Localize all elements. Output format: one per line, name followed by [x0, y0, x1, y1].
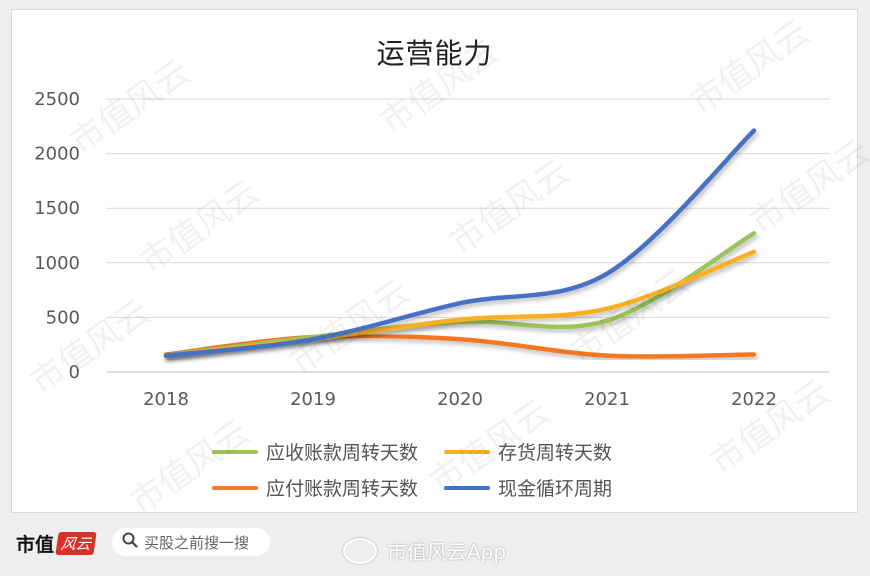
weibo-label: 市值风云App [387, 540, 507, 564]
x-tick-label-2021: 2021 [584, 389, 630, 410]
legend-swatch-0 [212, 449, 258, 454]
legend-item-3: 现金循环周期 [444, 474, 612, 501]
brand-logo: 市值 风云 [16, 530, 97, 557]
legend-label-1: 存货周转天数 [498, 442, 613, 464]
y-tick-label-0: 0 [69, 362, 80, 383]
x-tick-label-2019: 2019 [290, 389, 336, 410]
y-tick-label-2000: 2000 [34, 144, 80, 165]
x-tick-label-2018: 2018 [143, 389, 189, 410]
y-tick-label-2500: 2500 [34, 89, 80, 110]
y-tick-label-500: 500 [46, 307, 80, 328]
x-tick-label-2020: 2020 [437, 389, 483, 410]
x-tick-label-2022: 2022 [731, 389, 777, 410]
weibo-watermark: 市值风云App [343, 536, 506, 565]
legend-item-2: 应付账款周转天数 [212, 474, 418, 501]
legend-item-0: 应收账款周转天数 [212, 438, 418, 465]
logo-text: 市值 [16, 534, 55, 556]
chart-card: 运营能力 0 500 1000 1500 2000 2500 2018 2019 2020 202… [11, 9, 858, 513]
search-box[interactable]: 买股之前搜一搜 [112, 528, 270, 556]
logo-badge: 风云 [55, 532, 97, 555]
legend-item-1: 存货周转天数 [444, 438, 612, 465]
weibo-icon [343, 537, 377, 564]
line-chart: 0 500 1000 1500 2000 2500 2018 2019 2020 2021 2022 [34, 89, 830, 410]
chart-title: 运营能力 [376, 37, 493, 70]
legend-label-0: 应收账款周转天数 [266, 442, 419, 464]
legend-swatch-1 [444, 449, 490, 454]
legend-swatch-3 [444, 485, 490, 490]
y-tick-label-1500: 1500 [34, 198, 80, 219]
search-icon [122, 532, 138, 552]
legend-label-3: 现金循环周期 [498, 478, 613, 500]
legend-label-2: 应付账款周转天数 [266, 478, 419, 500]
y-tick-label-1000: 1000 [34, 253, 80, 274]
search-placeholder: 买股之前搜一搜 [144, 533, 250, 552]
series-line-3 [163, 128, 757, 358]
legend-swatch-2 [212, 485, 258, 490]
